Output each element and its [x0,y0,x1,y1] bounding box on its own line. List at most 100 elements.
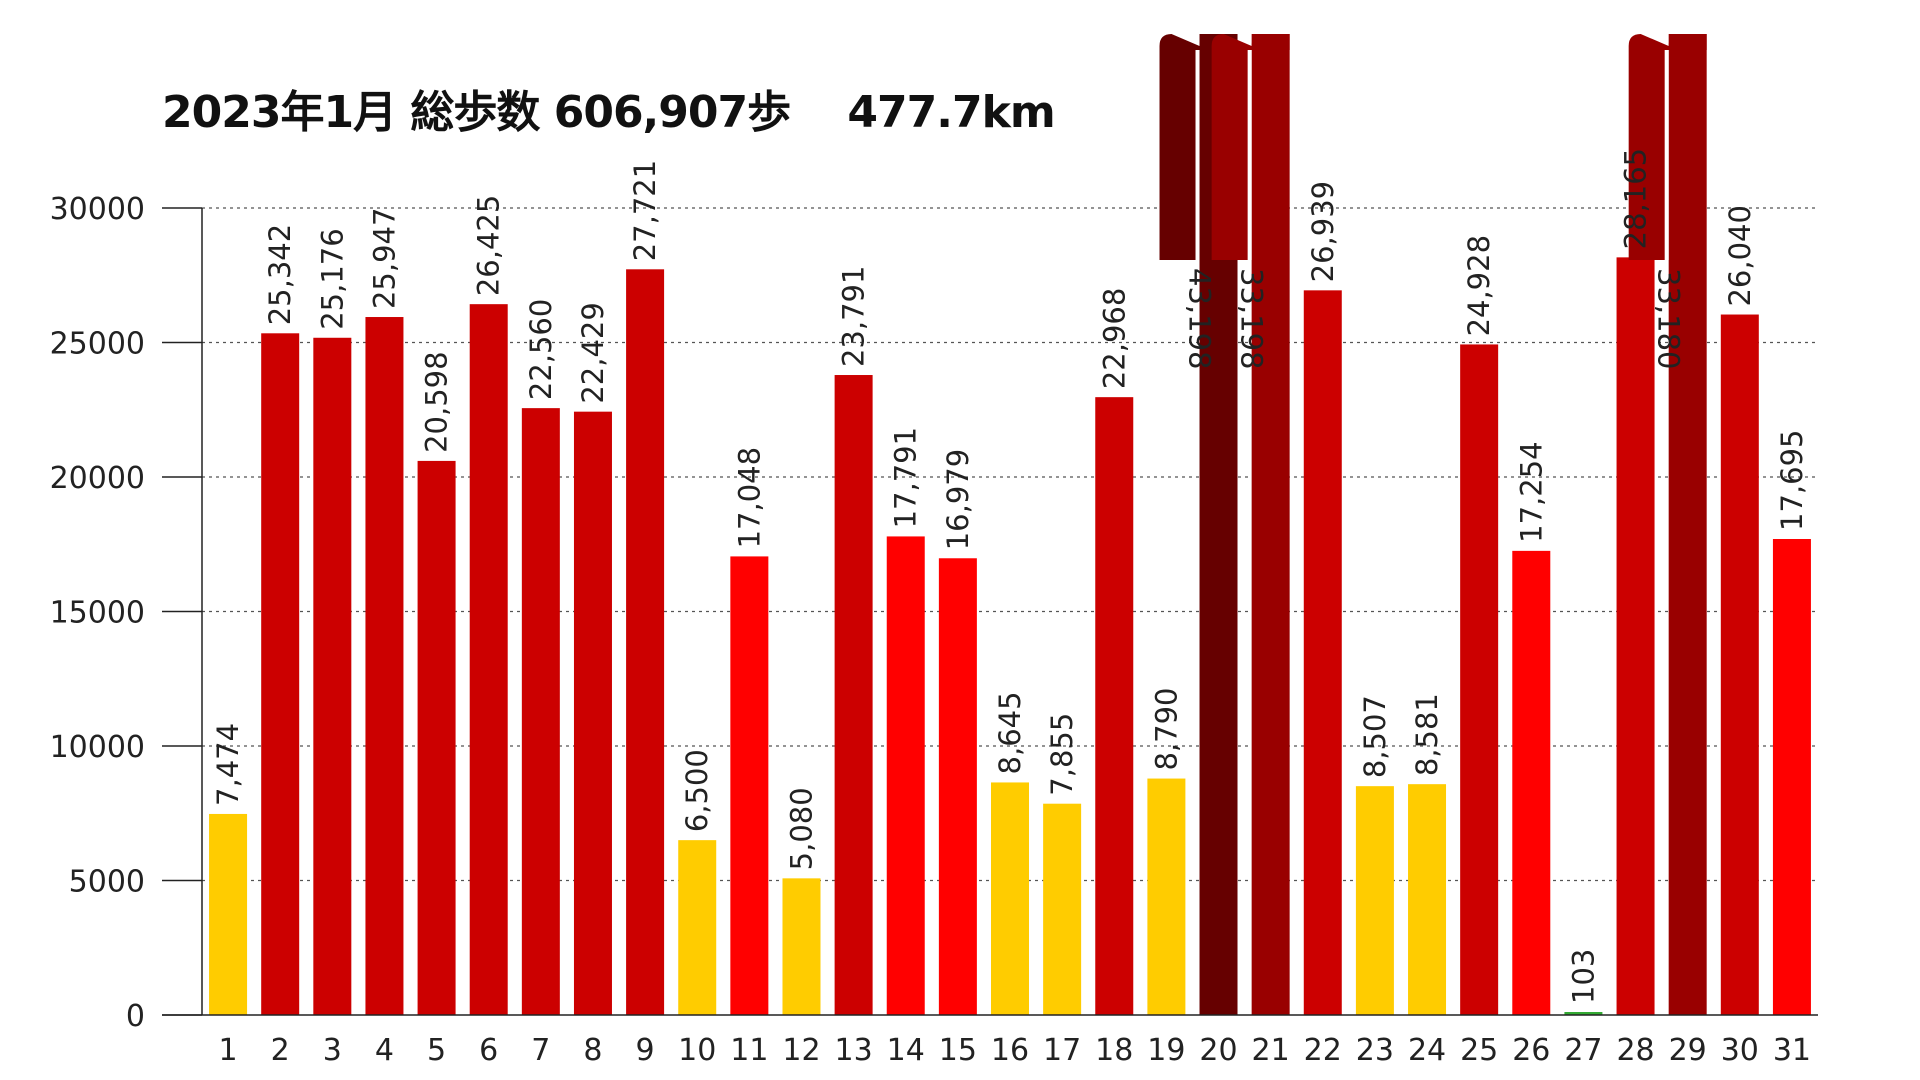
x-tick-label: 23 [1356,1033,1394,1068]
x-tick-label: 20 [1199,1033,1237,1068]
data-label: 17,695 [1775,430,1809,531]
x-tick-label: 18 [1095,1033,1133,1068]
bar [313,337,352,1015]
data-label: 16,979 [941,449,975,550]
data-label: 22,560 [524,299,558,400]
x-tick-label: 16 [991,1033,1029,1068]
data-label: 17,791 [889,427,923,528]
data-label: 17,254 [1514,441,1548,542]
x-tick-label: 11 [730,1033,768,1068]
x-tick-label: 2 [271,1033,290,1068]
data-label: 8,645 [993,691,1027,774]
bar-overflow-gap [1664,50,1669,260]
bar [1616,257,1655,1015]
bar [1720,314,1759,1015]
data-label: 5,080 [784,787,818,870]
x-tick-label: 7 [531,1033,550,1068]
bars [209,34,1811,1016]
data-label: 8,507 [1358,695,1392,778]
data-label: 26,425 [472,195,506,296]
bar [834,375,873,1015]
x-tick-label: 29 [1669,1033,1707,1068]
bar [626,269,665,1015]
data-label: 33,198 [1235,268,1269,369]
x-tick-label: 15 [939,1033,977,1068]
data-label: 7,474 [211,723,245,806]
x-tick-label: 12 [782,1033,820,1068]
bar [1460,344,1499,1016]
x-tick-label: 26 [1512,1033,1550,1068]
bar [1043,803,1082,1015]
bar [886,536,925,1015]
bar [938,558,977,1015]
x-tick-label: 21 [1252,1033,1290,1068]
x-tick-label: 8 [583,1033,602,1068]
bar [469,304,508,1016]
x-tick-label: 6 [479,1033,498,1068]
bar [1251,34,1290,1015]
data-label: 103 [1566,949,1600,1004]
bar-overflow-tab [1159,34,1238,260]
data-label: 25,342 [263,224,297,325]
x-tick-label: 24 [1408,1033,1446,1068]
bar [1512,550,1551,1015]
bar-overflow-gap [1247,50,1252,260]
x-tick-label: 30 [1721,1033,1759,1068]
data-label: 28,165 [1619,148,1653,249]
x-tick-label: 3 [323,1033,342,1068]
chart-title: 2023年1月 総歩数 606,907歩 477.7km [162,87,1056,138]
bar [1564,1012,1603,1015]
bar [1772,539,1811,1015]
data-label: 26,040 [1723,205,1757,306]
bar [1095,397,1134,1016]
bar [261,333,300,1016]
y-tick-label: 20000 [50,461,145,496]
y-tick-label: 10000 [50,730,145,765]
x-tick-label: 10 [678,1033,716,1068]
x-tick-label: 13 [835,1033,873,1068]
data-label: 22,429 [576,302,610,403]
bar [1303,290,1342,1015]
bar [573,411,612,1015]
x-tick-label: 31 [1773,1033,1811,1068]
data-label: 23,791 [837,266,871,367]
bar [521,408,560,1015]
y-tick-label: 15000 [50,596,145,631]
x-tick-label: 25 [1460,1033,1498,1068]
data-label: 20,598 [420,351,454,452]
data-label: 7,855 [1045,713,1079,796]
x-tick-label: 9 [636,1033,655,1068]
bar-overflow-tab [1628,34,1707,260]
data-label: 25,176 [315,228,349,329]
x-tick-label: 17 [1043,1033,1081,1068]
bar [1355,786,1394,1015]
data-label: 43,198 [1183,268,1217,369]
x-tick-label: 1 [219,1033,238,1068]
x-tick-label: 27 [1564,1033,1602,1068]
data-label: 33,180 [1652,268,1686,369]
bar-overflow-gap [1195,50,1200,260]
x-tick-label: 22 [1304,1033,1342,1068]
bar [730,556,769,1015]
data-label: 24,928 [1462,235,1496,336]
data-label: 25,947 [367,208,401,309]
x-tick-label: 5 [427,1033,446,1068]
bar [1147,778,1186,1015]
y-tick-label: 25000 [50,327,145,362]
bar [209,813,248,1015]
data-label: 8,581 [1410,693,1444,776]
bar [417,460,456,1015]
bar [678,840,717,1015]
bar [991,782,1029,1015]
data-label: 8,790 [1149,688,1183,771]
data-label: 22,968 [1097,288,1131,389]
data-label: 17,048 [732,447,766,548]
x-tick-label: 4 [375,1033,394,1068]
x-tick-label: 28 [1616,1033,1654,1068]
data-label: 26,939 [1306,181,1340,282]
y-tick-label: 30000 [50,192,145,227]
bar [1668,34,1707,1015]
y-tick-label: 0 [126,999,145,1034]
